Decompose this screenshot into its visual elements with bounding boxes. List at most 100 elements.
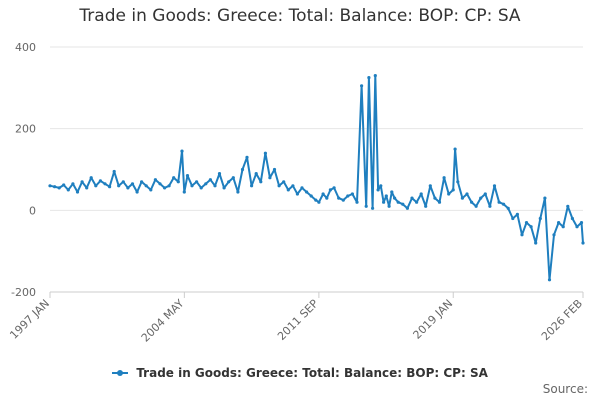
data-point[interactable] (465, 192, 469, 196)
data-point[interactable] (373, 74, 377, 78)
data-point[interactable] (272, 167, 277, 172)
data-point[interactable] (195, 180, 199, 184)
data-point[interactable] (62, 183, 66, 187)
data-point[interactable] (506, 206, 510, 210)
data-point[interactable] (98, 179, 102, 183)
data-point[interactable] (71, 182, 75, 186)
data-point[interactable] (158, 182, 162, 186)
data-point[interactable] (346, 194, 350, 198)
data-point[interactable] (190, 184, 194, 188)
data-point[interactable] (85, 186, 89, 190)
data-point[interactable] (149, 188, 153, 192)
data-point[interactable] (89, 176, 93, 180)
data-point[interactable] (325, 196, 329, 200)
data-point[interactable] (492, 184, 497, 188)
data-point[interactable] (117, 184, 121, 188)
data-point[interactable] (575, 225, 579, 229)
data-point[interactable] (390, 190, 394, 194)
data-point[interactable] (176, 180, 180, 184)
data-point[interactable] (277, 184, 281, 188)
data-point[interactable] (172, 176, 176, 180)
data-point[interactable] (167, 184, 171, 188)
data-point[interactable] (453, 147, 457, 151)
data-point[interactable] (497, 200, 501, 204)
data-point[interactable] (254, 172, 258, 176)
data-point[interactable] (295, 192, 299, 196)
data-point[interactable] (401, 202, 405, 206)
data-point[interactable] (227, 180, 231, 184)
data-point[interactable] (360, 84, 364, 88)
data-point[interactable] (66, 188, 70, 192)
data-point[interactable] (460, 196, 464, 200)
data-point[interactable] (204, 182, 208, 186)
data-point[interactable] (130, 182, 135, 186)
data-point[interactable] (483, 192, 487, 196)
data-point[interactable] (240, 167, 245, 172)
data-point[interactable] (309, 194, 313, 198)
data-point[interactable] (566, 204, 570, 208)
data-point[interactable] (355, 200, 359, 204)
data-point[interactable] (511, 216, 515, 221)
data-point[interactable] (268, 176, 272, 180)
data-point[interactable] (442, 176, 446, 180)
data-point[interactable] (321, 192, 325, 196)
data-point[interactable] (208, 178, 212, 182)
data-point[interactable] (231, 176, 235, 180)
data-point[interactable] (332, 186, 336, 190)
data-point[interactable] (121, 180, 125, 184)
data-point[interactable] (305, 190, 309, 194)
data-point[interactable] (57, 186, 61, 190)
data-point[interactable] (364, 204, 368, 208)
data-point[interactable] (424, 204, 428, 208)
data-point[interactable] (561, 225, 565, 229)
data-point[interactable] (341, 198, 345, 202)
data-point[interactable] (367, 76, 371, 80)
data-point[interactable] (286, 188, 290, 192)
data-point[interactable] (447, 192, 451, 196)
data-point[interactable] (433, 196, 437, 200)
data-point[interactable] (451, 188, 455, 192)
data-point[interactable] (538, 216, 542, 221)
data-point[interactable] (428, 184, 432, 188)
data-point[interactable] (547, 278, 552, 282)
data-point[interactable] (396, 200, 400, 204)
data-point[interactable] (415, 200, 419, 204)
data-point[interactable] (534, 241, 538, 245)
data-point[interactable] (217, 172, 222, 176)
data-point[interactable] (314, 198, 318, 202)
data-point[interactable] (393, 196, 397, 200)
data-point[interactable] (474, 204, 478, 208)
data-point[interactable] (300, 186, 304, 190)
data-point[interactable] (75, 190, 80, 194)
data-point[interactable] (140, 180, 144, 184)
data-point[interactable] (350, 192, 354, 196)
data-point[interactable] (108, 185, 112, 189)
data-point[interactable] (524, 221, 529, 225)
data-point[interactable] (94, 184, 98, 188)
data-point[interactable] (470, 200, 474, 204)
data-point[interactable] (245, 155, 249, 159)
data-point[interactable] (515, 212, 520, 216)
data-point[interactable] (579, 221, 584, 225)
data-point[interactable] (213, 184, 217, 188)
data-point[interactable] (53, 185, 57, 189)
data-point[interactable] (488, 204, 492, 208)
data-point[interactable] (236, 190, 240, 194)
data-point[interactable] (126, 186, 130, 190)
data-point[interactable] (135, 190, 139, 194)
data-point[interactable] (185, 174, 190, 178)
data-point[interactable] (180, 149, 184, 153)
data-point[interactable] (382, 200, 386, 204)
data-point[interactable] (112, 169, 116, 174)
data-point[interactable] (153, 178, 157, 182)
data-point[interactable] (317, 200, 321, 204)
data-point[interactable] (570, 216, 575, 221)
data-point[interactable] (328, 188, 332, 192)
data-point[interactable] (371, 206, 375, 210)
data-point[interactable] (182, 190, 186, 194)
data-point[interactable] (80, 180, 84, 184)
data-point[interactable] (222, 186, 226, 190)
data-point[interactable] (387, 204, 391, 208)
data-point[interactable] (199, 186, 203, 190)
data-point[interactable] (291, 184, 295, 188)
